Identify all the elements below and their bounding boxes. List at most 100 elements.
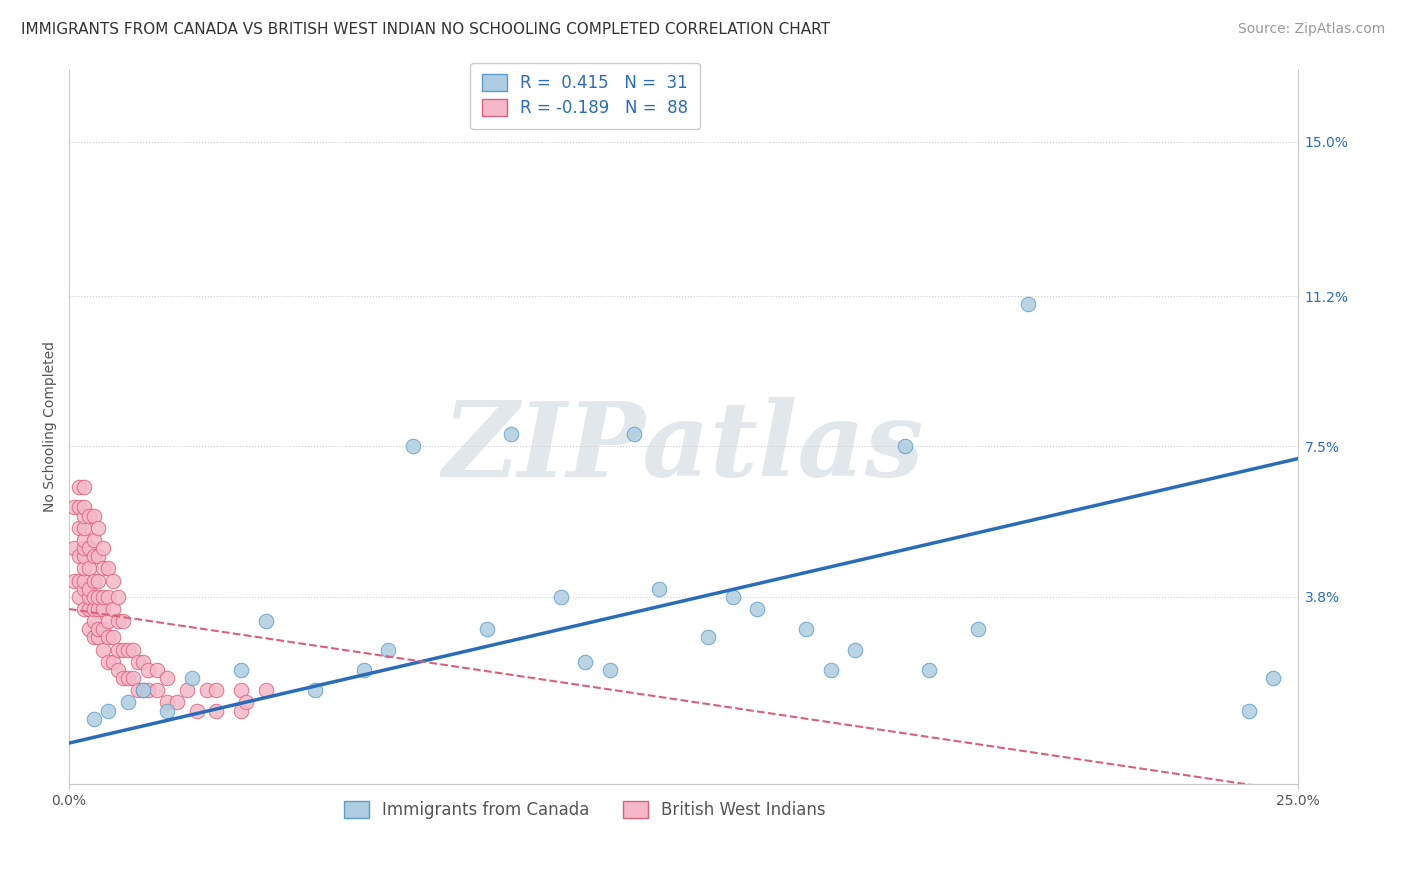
Point <box>111 642 134 657</box>
Y-axis label: No Schooling Completed: No Schooling Completed <box>44 341 58 512</box>
Point <box>1237 704 1260 718</box>
Point <box>87 623 110 637</box>
Point <box>918 663 941 677</box>
Point <box>101 655 124 669</box>
Point <box>97 561 120 575</box>
Point <box>254 683 277 698</box>
Point <box>73 574 96 588</box>
Point <box>844 642 866 657</box>
Point <box>229 683 252 698</box>
Point <box>1017 297 1039 311</box>
Point <box>87 602 110 616</box>
Point <box>67 590 90 604</box>
Point <box>131 683 153 698</box>
Point <box>97 614 120 628</box>
Point <box>77 508 100 523</box>
Point <box>550 590 572 604</box>
Point <box>353 663 375 677</box>
Point <box>136 683 159 698</box>
Point <box>67 574 90 588</box>
Point <box>967 623 990 637</box>
Point <box>97 631 120 645</box>
Point <box>254 614 277 628</box>
Point <box>77 590 100 604</box>
Point <box>747 602 769 616</box>
Point <box>180 671 202 685</box>
Point <box>73 541 96 555</box>
Text: IMMIGRANTS FROM CANADA VS BRITISH WEST INDIAN NO SCHOOLING COMPLETED CORRELATION: IMMIGRANTS FROM CANADA VS BRITISH WEST I… <box>21 22 830 37</box>
Point <box>229 704 252 718</box>
Point <box>87 631 110 645</box>
Point <box>101 574 124 588</box>
Point <box>83 602 105 616</box>
Point <box>83 712 105 726</box>
Point <box>107 663 129 677</box>
Point <box>87 521 110 535</box>
Point <box>146 663 169 677</box>
Point <box>91 541 114 555</box>
Point <box>648 582 671 596</box>
Point <box>794 623 817 637</box>
Point <box>501 427 523 442</box>
Point <box>623 427 645 442</box>
Point <box>131 655 153 669</box>
Point <box>893 439 915 453</box>
Point <box>176 683 198 698</box>
Point <box>820 663 842 677</box>
Point <box>67 549 90 564</box>
Point <box>63 500 86 515</box>
Point <box>67 521 90 535</box>
Point <box>402 439 425 453</box>
Point <box>97 590 120 604</box>
Point <box>87 549 110 564</box>
Point <box>136 663 159 677</box>
Point <box>83 574 105 588</box>
Point <box>97 655 120 669</box>
Point <box>121 671 143 685</box>
Point <box>156 671 179 685</box>
Point <box>377 642 399 657</box>
Point <box>1263 671 1285 685</box>
Point <box>83 508 105 523</box>
Point <box>111 614 134 628</box>
Point <box>77 602 100 616</box>
Point <box>127 683 149 698</box>
Point <box>131 683 153 698</box>
Point <box>101 602 124 616</box>
Point <box>73 533 96 547</box>
Point <box>697 631 720 645</box>
Point <box>83 549 105 564</box>
Point <box>599 663 621 677</box>
Point <box>97 704 120 718</box>
Point <box>83 614 105 628</box>
Point <box>111 671 134 685</box>
Point <box>73 582 96 596</box>
Point <box>121 642 143 657</box>
Point <box>91 590 114 604</box>
Point <box>229 663 252 677</box>
Point <box>73 549 96 564</box>
Point <box>83 590 105 604</box>
Point <box>77 623 100 637</box>
Point <box>67 500 90 515</box>
Point <box>101 631 124 645</box>
Point <box>91 642 114 657</box>
Point <box>87 590 110 604</box>
Point <box>574 655 596 669</box>
Point <box>73 521 96 535</box>
Point <box>235 696 257 710</box>
Point <box>117 642 139 657</box>
Point <box>186 704 208 718</box>
Point <box>87 574 110 588</box>
Point <box>304 683 326 698</box>
Point <box>91 561 114 575</box>
Point <box>77 582 100 596</box>
Point <box>63 541 86 555</box>
Point <box>73 508 96 523</box>
Point <box>77 541 100 555</box>
Point <box>475 623 498 637</box>
Point <box>117 696 139 710</box>
Point <box>195 683 218 698</box>
Point <box>127 655 149 669</box>
Point <box>73 602 96 616</box>
